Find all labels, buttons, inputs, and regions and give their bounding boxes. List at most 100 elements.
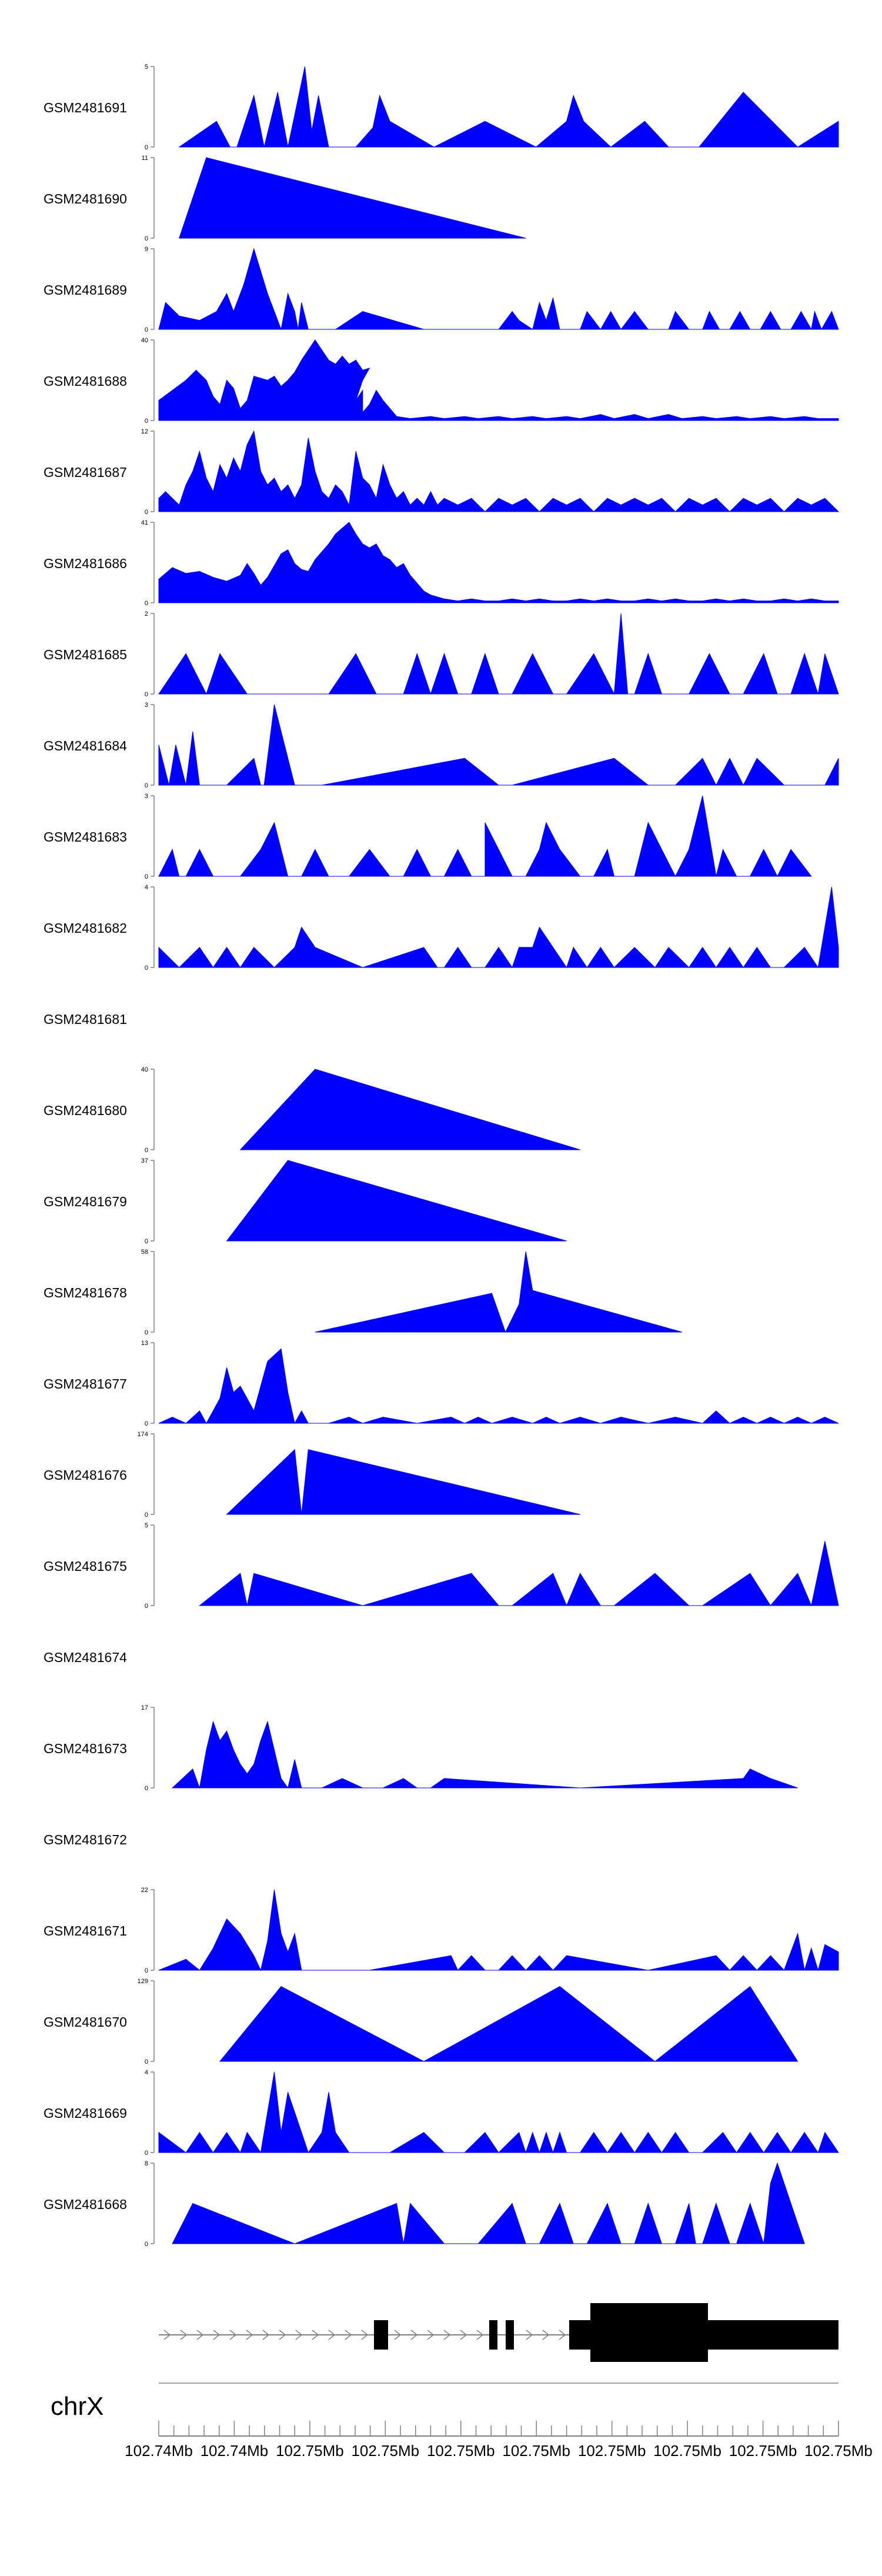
- axis-tick-label: 102.75Mb: [578, 2442, 646, 2460]
- axis-tick-label: 102.75Mb: [502, 2442, 570, 2460]
- track-y-min-label: 0: [145, 1511, 148, 1519]
- track-y-max-label: 40: [141, 337, 148, 344]
- genome-axis: 102.74Mb 102.74Mb 102.75Mb 102.75Mb 102.75Mb…: [125, 2421, 873, 2460]
- track-y-min-label: 0: [145, 2150, 148, 2157]
- track-label: GSM2481668: [44, 2197, 127, 2212]
- track-y-min-label: 0: [145, 965, 148, 972]
- track-label: GSM2481682: [44, 920, 127, 936]
- track-coverage-area: [158, 886, 839, 969]
- track-y-min-label: 0: [145, 326, 148, 333]
- track-GSM2481690: GSM2481690 11 0: [44, 155, 526, 242]
- track-label: GSM2481683: [44, 829, 127, 845]
- track-y-max-label: 12: [141, 428, 148, 435]
- chromosome-label: chrX: [51, 2392, 103, 2421]
- track-label: GSM2481677: [44, 1376, 127, 1392]
- track-y-min-label: 0: [145, 691, 148, 698]
- track-y-min-label: 0: [145, 1147, 148, 1154]
- track-y-min-label: 0: [145, 1967, 148, 1974]
- track-y-max-label: 58: [141, 1249, 148, 1256]
- gene-utr-right: [707, 2320, 838, 2350]
- track-GSM2481685: GSM2481685 2 0: [44, 610, 839, 698]
- track-GSM2481671: GSM2481671 22 0: [44, 1887, 839, 1974]
- tracks-layer: GSM248169150GSM2481690110GSM248168990GSM…: [44, 64, 840, 2248]
- gene-exon-1: [374, 2320, 388, 2350]
- gene-strand-arrows: [163, 2330, 566, 2340]
- track-y-min-label: 0: [145, 2241, 148, 2248]
- axis-tick-label: 102.74Mb: [201, 2442, 269, 2460]
- track-GSM2481691: GSM2481691 5 0: [44, 64, 839, 151]
- track-coverage-area: [219, 1986, 799, 2062]
- track-GSM2481679: GSM2481679 37 0: [44, 1157, 567, 1245]
- track-label: GSM2481689: [44, 282, 127, 298]
- track-label: GSM2481685: [44, 647, 127, 662]
- axis-tick-label: 102.75Mb: [729, 2442, 797, 2460]
- track-label: GSM2481680: [44, 1103, 127, 1118]
- gene-cds: [590, 2303, 708, 2362]
- track-GSM2481677: GSM2481677 13 0: [44, 1340, 839, 1427]
- track-label: GSM2481670: [44, 2014, 127, 2030]
- axis-tick-label: 102.75Mb: [351, 2442, 419, 2460]
- track-coverage-area: [226, 1160, 567, 1242]
- axis-tick-label: 102.74Mb: [125, 2442, 193, 2460]
- track-y-min-label: 0: [145, 1329, 148, 1336]
- strand-arrow: [443, 2330, 451, 2340]
- strand-arrow: [542, 2330, 550, 2340]
- track-coverage-area: [198, 1541, 839, 1607]
- track-coverage-area: [226, 1449, 580, 1515]
- strand-arrow: [476, 2330, 484, 2340]
- axis-tick-label: 102.75Mb: [653, 2442, 721, 2460]
- strand-arrow: [361, 2330, 369, 2340]
- track-GSM2481687: GSM2481687 12 0: [44, 428, 840, 516]
- track-label: GSM2481676: [44, 1467, 127, 1483]
- track-y-max-label: 41: [141, 519, 148, 526]
- track-label: GSM2481688: [44, 373, 127, 389]
- strand-arrow: [196, 2330, 204, 2340]
- track-label: GSM2481684: [44, 738, 127, 753]
- track-label: GSM2481679: [44, 1194, 127, 1209]
- strand-arrow: [312, 2330, 319, 2340]
- axis-tick-label: 102.75Mb: [804, 2442, 873, 2460]
- track-coverage-area: [158, 1889, 839, 1971]
- track-label: GSM2481687: [44, 465, 127, 480]
- strand-arrow: [213, 2330, 220, 2340]
- track-y-min-label: 0: [145, 2058, 148, 2066]
- track-y-max-label: 40: [141, 1066, 148, 1073]
- track-GSM2481688: GSM2481688 40 0: [44, 337, 839, 425]
- track-GSM2481680: GSM2481680 40 0: [44, 1066, 580, 1154]
- strand-arrow: [410, 2330, 418, 2340]
- track-y-max-label: 22: [141, 1887, 148, 1894]
- axis-tick-label: 102.75Mb: [276, 2442, 344, 2460]
- strand-arrow: [526, 2330, 533, 2340]
- track-y-max-label: 13: [141, 1340, 148, 1347]
- track-y-max-label: 3: [145, 702, 148, 709]
- track-y-max-label: 37: [141, 1157, 148, 1164]
- track-y-min-label: 0: [145, 235, 148, 242]
- strand-arrow: [246, 2330, 253, 2340]
- strand-arrow: [229, 2330, 237, 2340]
- track-coverage-area: [239, 1069, 580, 1150]
- track-y-max-label: 17: [141, 1704, 148, 1711]
- track-GSM2481684: GSM2481684 3 0: [44, 702, 839, 789]
- track-coverage-area: [171, 1720, 798, 1789]
- track-coverage-area: [178, 66, 839, 148]
- track-y-max-label: 9: [145, 246, 148, 253]
- track-GSM2481678: GSM2481678 58 0: [44, 1249, 683, 1336]
- track-label: GSM2481673: [44, 1741, 127, 1756]
- track-y-max-label: 5: [145, 64, 148, 71]
- track-coverage-area: [158, 704, 839, 786]
- track-label: GSM2481669: [44, 2105, 127, 2121]
- track-y-min-label: 0: [145, 1420, 148, 1427]
- track-y-min-label: 0: [145, 1785, 148, 1792]
- track-y-min-label: 0: [145, 509, 148, 516]
- track-coverage-area: [315, 1251, 683, 1333]
- track-coverage-area: [158, 522, 839, 603]
- track-GSM2481689: GSM2481689 9 0: [44, 246, 839, 333]
- track-GSM2481675: GSM2481675 5 0: [44, 1522, 839, 1610]
- track-y-max-label: 4: [145, 2069, 148, 2076]
- track-coverage-area: [158, 339, 839, 421]
- track-label: GSM2481678: [44, 1285, 127, 1300]
- strand-arrow: [163, 2330, 171, 2340]
- strand-arrow: [394, 2330, 402, 2340]
- track-coverage-area: [172, 2162, 805, 2244]
